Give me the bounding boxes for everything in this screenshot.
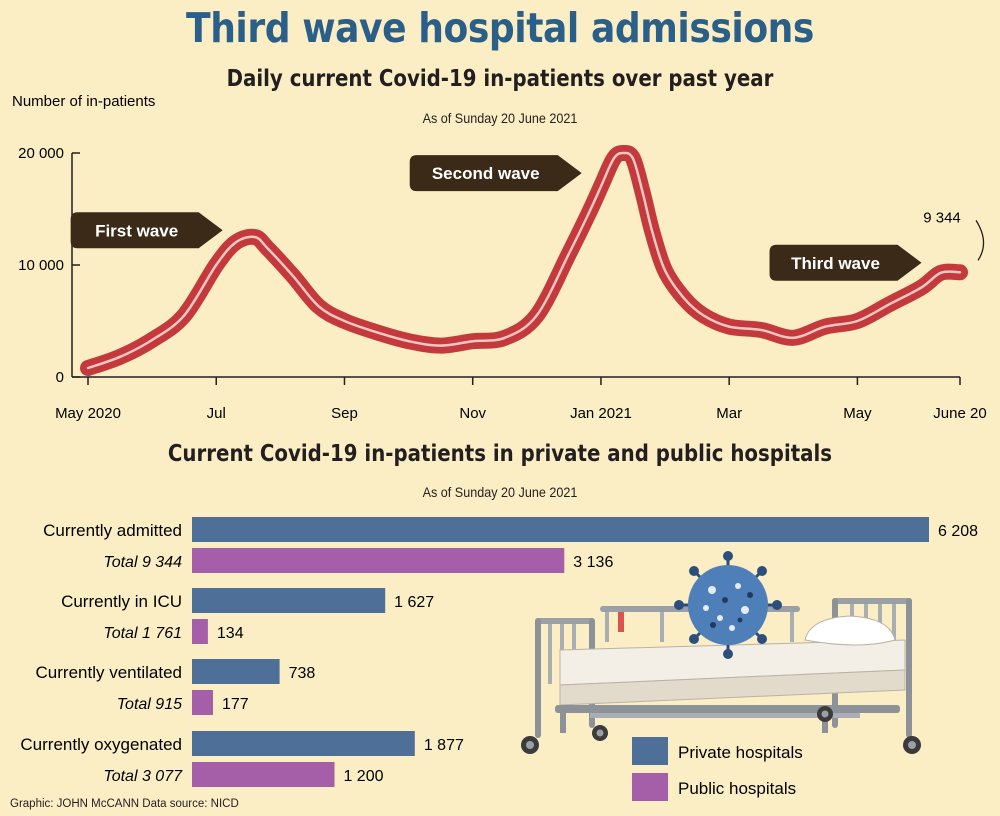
annotation-callout <box>769 244 922 281</box>
end-value-label: 9 344 <box>923 209 961 226</box>
category-total-label: Total 9 344 <box>103 554 182 571</box>
y-tick-label: 10 000 <box>18 257 64 274</box>
category-label: Currently in ICU <box>61 592 182 611</box>
legend-private-swatch <box>632 737 668 765</box>
line-chart: 0 10 000 20 000 Number of in-patients May 20… <box>12 93 987 422</box>
bar-value-label: 177 <box>222 696 249 713</box>
virus-illustration <box>674 551 782 659</box>
category-label: Currently admitted <box>43 521 182 540</box>
footer-credit: Graphic: JOHN McCANN Data source: NICD <box>10 798 239 810</box>
bar-value-label: 738 <box>289 665 316 682</box>
bar-private <box>192 731 415 756</box>
x-tick-label: Mar <box>716 405 742 422</box>
x-tick-label: Jul <box>207 405 226 422</box>
category-total-label: Total 1 761 <box>103 625 182 642</box>
hospital-bed-illustration <box>521 598 921 754</box>
bar-chart-title: Current Covid-19 in-patients in private … <box>167 441 833 467</box>
bar-value-label: 1 877 <box>424 737 464 754</box>
bar-value-label: 1 627 <box>394 594 434 611</box>
legend-public-swatch <box>632 773 668 801</box>
bar-chart-subtitle: As of Sunday 20 June 2021 <box>422 484 578 500</box>
line-chart-subtitle: As of Sunday 20 June 2021 <box>422 110 578 126</box>
bar-public <box>192 762 335 787</box>
legend-private-label: Private hospitals <box>678 743 803 762</box>
y-tick-label: 0 <box>56 369 64 386</box>
y-tick-label: 20 000 <box>18 145 64 162</box>
line-chart-title: Daily current Covid-19 in-patients over … <box>226 66 774 92</box>
series-line <box>86 151 962 370</box>
y-axis-label: Number of in-patients <box>12 93 155 110</box>
x-tick-label: Nov <box>459 405 486 422</box>
annotation-label: Second wave <box>432 164 540 183</box>
bar-private <box>192 517 929 542</box>
x-tick-label: Jan 2021 <box>570 405 632 422</box>
bar-private <box>192 659 280 684</box>
bar-public <box>192 690 213 715</box>
bar-public <box>192 619 208 644</box>
legend-public-label: Public hospitals <box>678 779 796 798</box>
bar-value-label: 134 <box>217 625 244 642</box>
bar-value-label: 6 208 <box>938 523 978 540</box>
bar-public <box>192 548 565 573</box>
main-title: Third wave hospital admissions <box>186 4 814 52</box>
annotation-label: Third wave <box>791 254 880 273</box>
category-total-label: Total 3 077 <box>103 768 183 785</box>
annotation-callout <box>70 212 223 249</box>
bar-value-label: 1 200 <box>343 768 383 785</box>
x-tick-label: May <box>843 405 872 422</box>
bar-value-label: 3 136 <box>573 554 613 571</box>
annotation-callout <box>409 155 582 192</box>
category-total-label: Total 915 <box>117 696 182 713</box>
bar-private <box>192 588 386 613</box>
x-tick-label: Sep <box>331 405 358 422</box>
x-tick-label: May 2020 <box>55 405 121 422</box>
x-tick-label: June 20 <box>933 405 986 422</box>
end-label-leader <box>975 219 985 261</box>
legend: Private hospitals Public hospitals <box>632 737 803 801</box>
bars-layer: Currently admitted Total 9 344 6 208 3 136 C… <box>20 517 978 787</box>
category-label: Currently oxygenated <box>20 735 182 754</box>
category-label: Currently ventilated <box>36 663 182 682</box>
annotation-label: First wave <box>95 221 178 240</box>
